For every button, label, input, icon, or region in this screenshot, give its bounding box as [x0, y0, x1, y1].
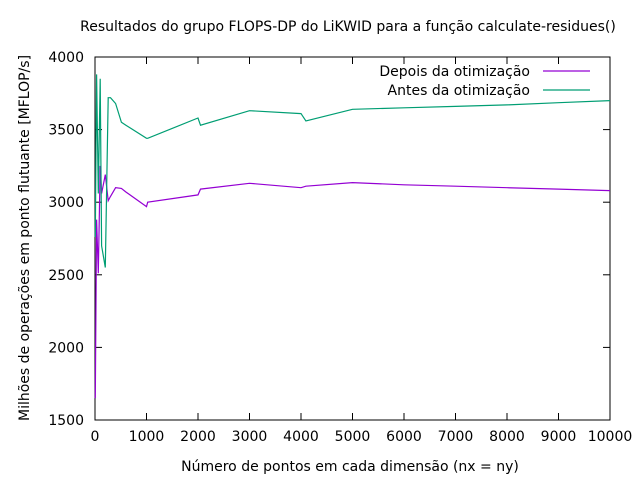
- x-tick-label: 5000: [335, 429, 371, 445]
- x-tick-label: 6000: [386, 429, 422, 445]
- x-tick-label: 4000: [283, 429, 319, 445]
- y-tick-label: 3000: [48, 195, 84, 211]
- x-tick-label: 0: [91, 429, 100, 445]
- x-tick-label: 2000: [180, 429, 216, 445]
- series-line-2: [94, 74, 611, 268]
- y-tick-label: 3500: [48, 123, 84, 139]
- chart-title: Resultados do grupo FLOPS-DP do LiKWID p…: [80, 19, 616, 35]
- x-tick-label: 3000: [232, 429, 268, 445]
- y-axis-label: Milhões de operações em ponto flutuante …: [17, 55, 33, 421]
- plot-frame: [94, 56, 611, 421]
- x-tick-label: 9000: [541, 429, 577, 445]
- y-tick-label: 1500: [48, 413, 84, 429]
- x-tick-label: 7000: [438, 429, 474, 445]
- legend: Depois da otimização Antes da otimização: [379, 64, 590, 99]
- legend-label: Depois da otimização: [379, 64, 530, 80]
- y-tick-label: 4000: [48, 50, 84, 66]
- series-line-1: [94, 165, 611, 399]
- x-tick-label: 10000: [588, 429, 633, 445]
- y-tick-label: 2000: [48, 340, 84, 356]
- x-axis: 0 1000 2000 3000 4000 5000 6000 7000 8000 9000 100…: [91, 57, 633, 445]
- legend-label: Antes da otimização: [388, 83, 530, 99]
- x-tick-label: 1000: [129, 429, 165, 445]
- plot-area: [94, 56, 611, 421]
- y-axis: 1500 2000 2500 3000 3500 4000: [48, 50, 610, 429]
- series-layer: [94, 74, 611, 399]
- x-axis-label: Número de pontos em cada dimensão (nx = …: [181, 459, 519, 475]
- x-tick-label: 8000: [489, 429, 525, 445]
- y-tick-label: 2500: [48, 268, 84, 284]
